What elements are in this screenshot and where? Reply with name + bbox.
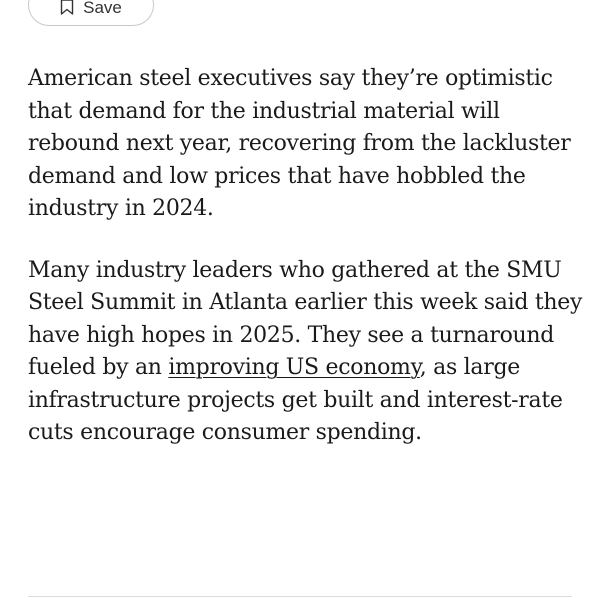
paragraph-text: Many industry leaders who gathered at th… [28, 257, 583, 381]
article-body: American steel executives say they’re op… [28, 63, 588, 450]
paragraph: Many industry leaders who gathered at th… [28, 255, 588, 450]
divider [28, 596, 572, 597]
paragraph-text: , as large infrastructure projects get b… [28, 355, 563, 445]
paragraph-text: American steel executives say they’re op… [28, 66, 571, 221]
save-button-label: Save [83, 0, 122, 17]
paragraph: American steel executives say they’re op… [28, 63, 588, 226]
save-button[interactable]: Save [28, 0, 154, 26]
improving-us-economy-link[interactable]: improving US economy [168, 355, 420, 380]
bookmark-icon [60, 0, 74, 15]
